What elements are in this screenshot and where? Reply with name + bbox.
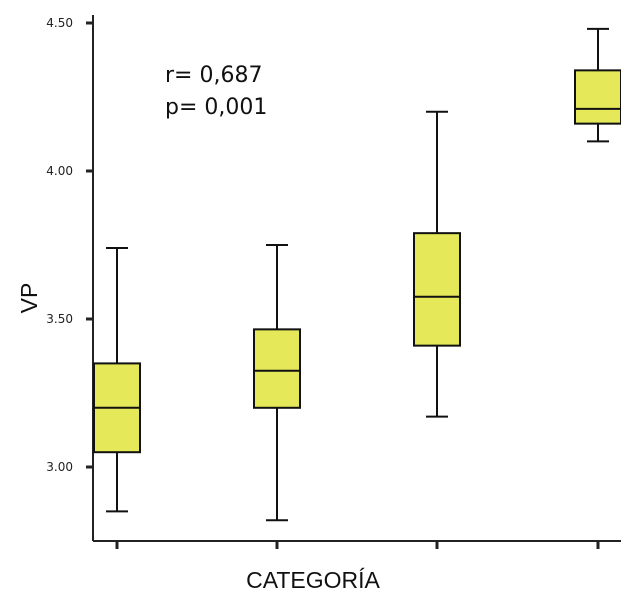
y-axis-title: VP [16, 283, 42, 314]
annotation-p: p= 0,001 [165, 95, 267, 120]
box-iqr [413, 232, 461, 347]
box-group [253, 244, 301, 522]
y-tick-label: 4.50 [46, 16, 73, 30]
box-group [93, 246, 141, 513]
boxes [93, 27, 621, 522]
x-ticks [115, 541, 600, 549]
y-tick-label: 3.00 [46, 460, 73, 474]
box-iqr [574, 69, 621, 125]
y-tick-label: 3.50 [46, 312, 73, 326]
x-axis-title: CATEGORÍA [246, 567, 380, 593]
box-group [413, 110, 461, 418]
box-group [574, 27, 621, 143]
annotation-r: r= 0,687 [165, 63, 262, 88]
box-iqr [253, 328, 301, 409]
y-ticks: 3.00 3.50 4.00 4.50 [46, 16, 93, 474]
y-tick-label: 4.00 [46, 164, 73, 178]
